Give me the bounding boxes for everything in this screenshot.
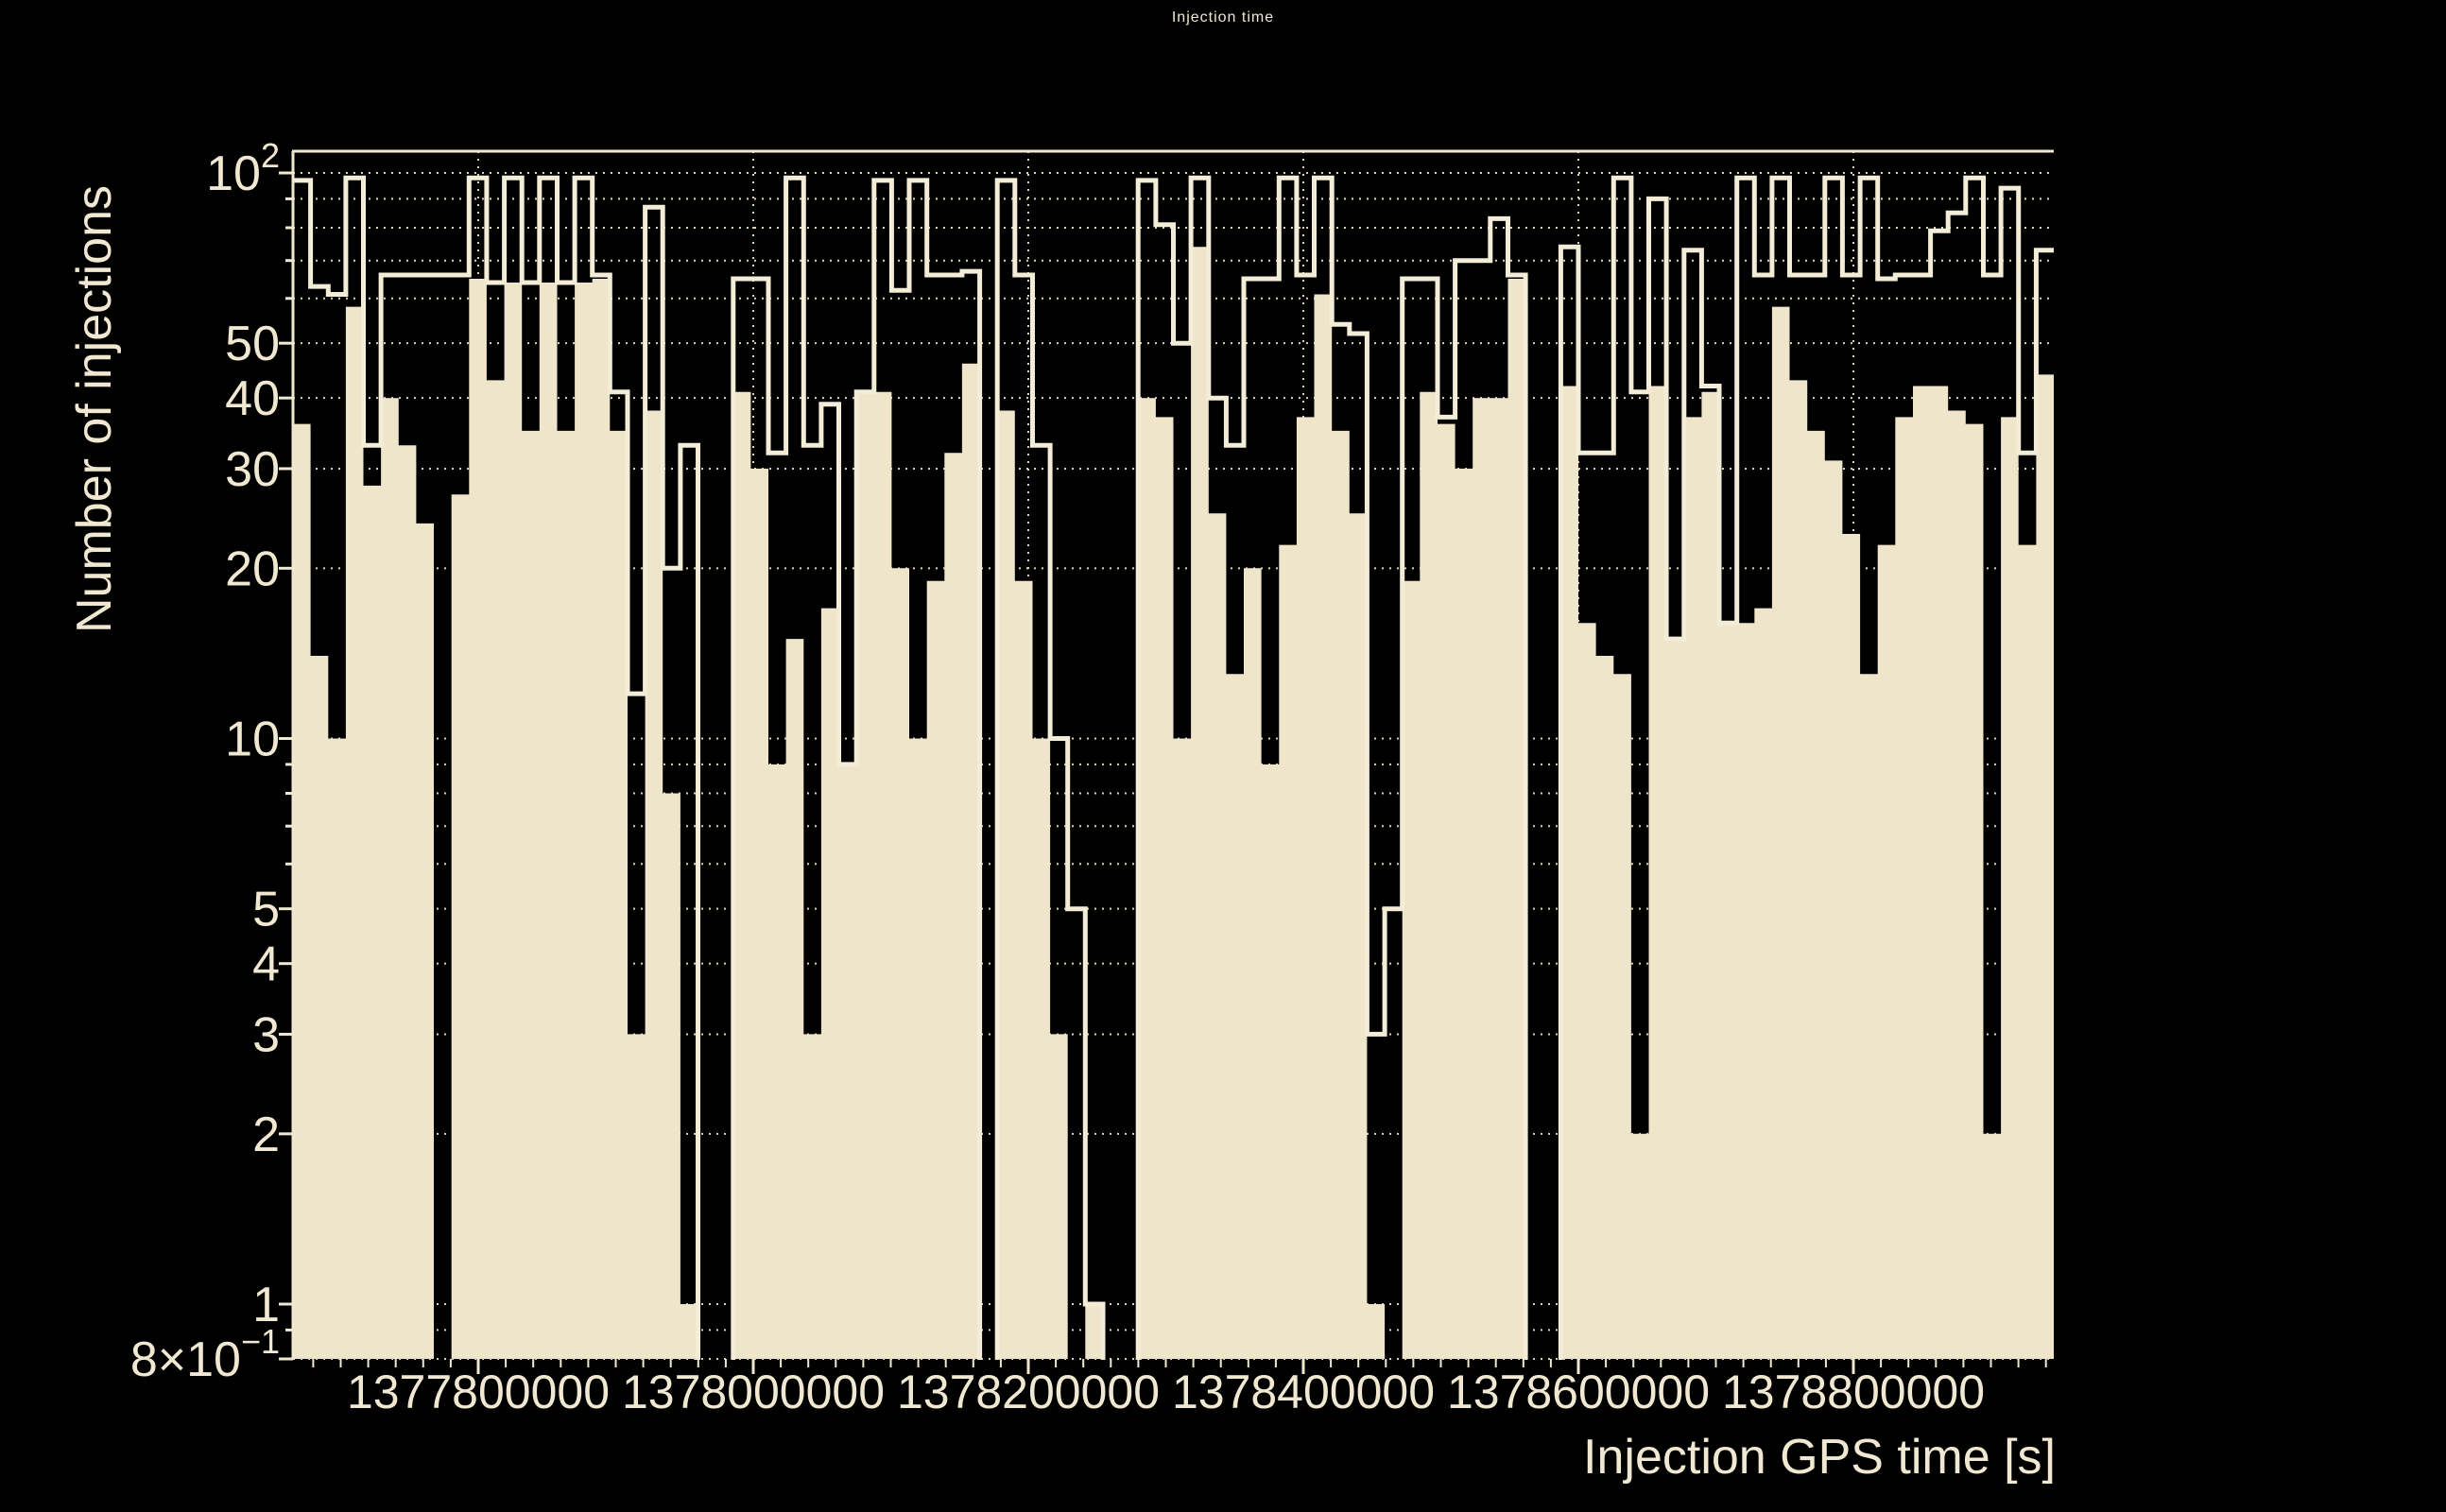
y-tick-label: 10: [225, 712, 280, 766]
x-tick-label: 1378800000: [1722, 1366, 1985, 1418]
y-tick-label: 2: [252, 1108, 280, 1162]
y-tick-label: 30: [225, 442, 280, 497]
y-tick-label: 3: [252, 1007, 280, 1062]
x-tick-label: 1378600000: [1447, 1366, 1710, 1418]
y-tick-label: 102: [206, 136, 280, 201]
chart-title: Injection time: [1171, 9, 1275, 26]
x-tick-label: 1377800000: [347, 1366, 610, 1418]
y-tick-label: 40: [225, 371, 280, 426]
outline-histogram: [293, 175, 2054, 1360]
y-tick-label: 5: [252, 883, 280, 937]
x-tick-label: 1378400000: [1172, 1366, 1435, 1418]
x-axis-title: Injection GPS time [s]: [1583, 1430, 2056, 1485]
y-tick-label: 50: [225, 317, 280, 371]
y-tick-label: 20: [225, 541, 280, 596]
x-tick-label: 1378000000: [622, 1366, 885, 1418]
filled-histogram: [293, 247, 2054, 1359]
y-tick-label: 1: [252, 1278, 280, 1332]
x-tick-label: 1378200000: [897, 1366, 1160, 1418]
y-tick-label: 8×10−1: [130, 1322, 280, 1387]
y-tick-label: 4: [252, 937, 280, 992]
